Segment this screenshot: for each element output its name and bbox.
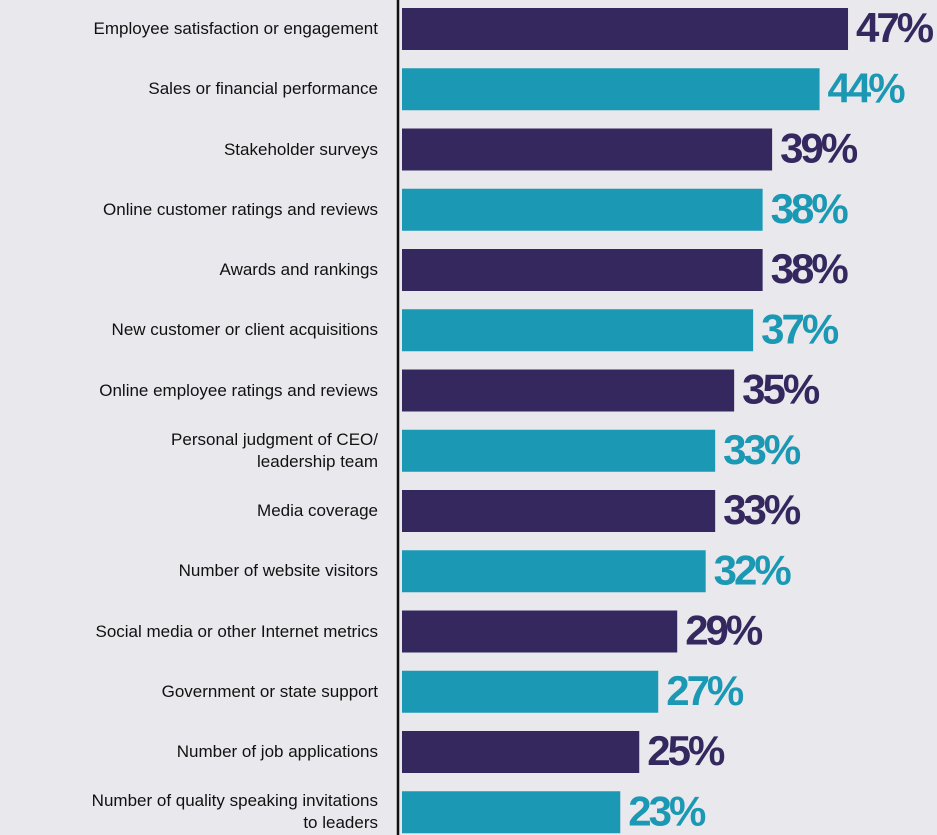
value-label: 29% (685, 607, 763, 654)
category-label: Awards and rankings (219, 260, 378, 279)
value-label: 32% (714, 546, 792, 593)
category-label: Online customer ratings and reviews (103, 199, 378, 219)
category-label: Sales or financial performance (148, 79, 378, 99)
bar (402, 128, 773, 171)
bar (402, 550, 706, 593)
category-label: Online employee ratings and reviews (99, 380, 378, 400)
value-label: 27% (666, 667, 744, 714)
value-label: 47% (856, 4, 934, 51)
category-label: Number of job applications (176, 742, 378, 761)
category-label: Number of website visitors (178, 561, 378, 581)
value-label: 35% (742, 366, 820, 413)
value-label: 39% (780, 125, 858, 172)
bar (402, 8, 849, 50)
value-label: 33% (723, 486, 801, 533)
bar (402, 610, 678, 653)
value-label: 25% (647, 727, 725, 774)
value-label: 44% (828, 64, 906, 111)
value-label: 38% (771, 245, 849, 292)
bar (402, 309, 754, 352)
bar (402, 670, 659, 713)
bar (402, 731, 640, 773)
value-label: 37% (761, 305, 839, 352)
bar (402, 791, 621, 834)
category-label: New customer or client acquisitions (111, 320, 378, 340)
category-label: Employee satisfaction or engagement (93, 19, 378, 38)
bar (402, 188, 763, 231)
value-label: 33% (723, 426, 801, 473)
bar (402, 490, 716, 532)
bar (402, 68, 820, 111)
bar (402, 249, 763, 291)
category-label: Personal judgment of CEO/ leadership tea… (171, 429, 378, 471)
category-label: Government or state support (161, 681, 378, 701)
bar (402, 429, 716, 472)
bar (402, 369, 735, 412)
category-label: Social media or other Internet metrics (95, 621, 378, 641)
category-label: Number of quality speaking invitations t… (91, 791, 378, 833)
value-label: 38% (771, 185, 849, 232)
category-label: Media coverage (257, 501, 378, 520)
value-label: 23% (628, 787, 706, 834)
category-label: Stakeholder surveys (223, 139, 378, 159)
